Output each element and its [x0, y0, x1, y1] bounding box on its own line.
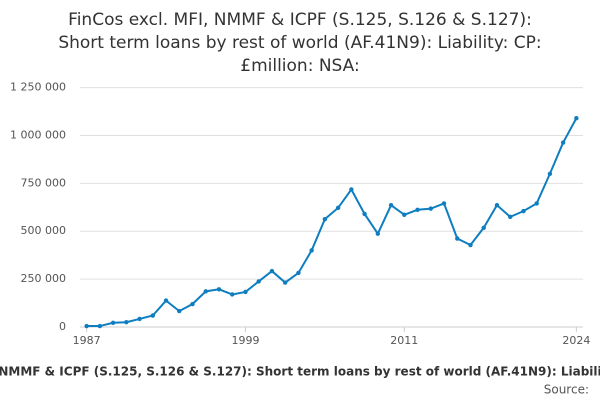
- point: [507, 214, 513, 220]
- point: [190, 301, 195, 307]
- point: [534, 201, 539, 206]
- point: [203, 289, 208, 294]
- point: [269, 268, 275, 274]
- point: [84, 323, 89, 329]
- line: [86, 117, 578, 328]
- footer: NMMF & ICPF (S.125, S.126 & S.127): Shor…: [0, 365, 600, 379]
- point: [282, 280, 288, 285]
- y-tick-label: 1 250 000: [10, 81, 66, 94]
- chart-title: Short term loans by rest of world (AF.41…: [58, 33, 541, 53]
- point: [243, 289, 248, 295]
- point: [481, 225, 486, 230]
- point: [177, 308, 182, 314]
- y-tick-label: 750 000: [21, 176, 67, 189]
- point: [494, 202, 500, 208]
- point: [150, 313, 156, 318]
- point: [388, 202, 394, 208]
- source: Source:: [544, 383, 589, 397]
- point: [547, 171, 553, 176]
- y-tick-label: 1 000 000: [10, 128, 66, 141]
- chart-title: FinCos excl. MFI, NMMF & ICPF (S.125, S.…: [68, 10, 532, 30]
- point: [362, 211, 367, 217]
- x-tick-label: 2024: [562, 334, 590, 347]
- point: [468, 242, 473, 248]
- x-tick-label: 1987: [73, 334, 101, 347]
- point: [375, 231, 381, 236]
- point: [230, 292, 235, 297]
- x-tick-label: 1999: [231, 334, 259, 347]
- y-tick-label: 500 000: [21, 224, 67, 237]
- y-tick-label: 0: [59, 320, 66, 333]
- point: [415, 207, 420, 212]
- point: [349, 187, 354, 192]
- point: [163, 298, 169, 303]
- chart-title: £million: NSA:: [240, 56, 359, 76]
- point: [560, 140, 566, 145]
- y-tick-label: 250 000: [21, 272, 67, 285]
- point: [216, 287, 222, 292]
- point: [124, 320, 129, 325]
- point: [521, 208, 526, 214]
- point: [428, 206, 433, 211]
- point: [441, 201, 447, 206]
- point: [256, 279, 261, 284]
- point: [455, 236, 460, 241]
- point: [574, 116, 579, 121]
- point: [97, 323, 103, 329]
- point: [402, 212, 407, 217]
- point: [137, 316, 142, 322]
- point: [296, 270, 301, 276]
- x-tick-label: 2011: [390, 334, 418, 347]
- point: [110, 320, 116, 325]
- point: [309, 248, 314, 253]
- point: [322, 216, 328, 222]
- point: [335, 205, 341, 211]
